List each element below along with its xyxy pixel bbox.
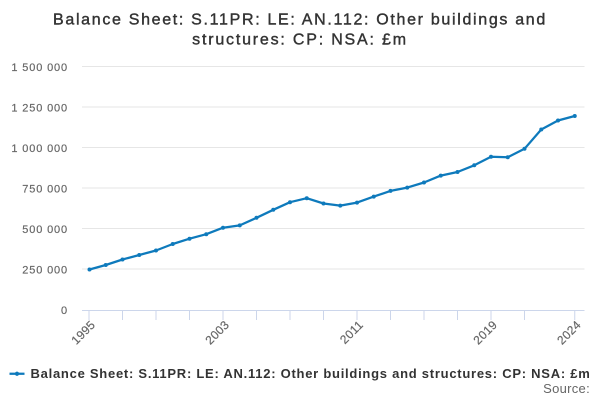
svg-text:0: 0 (61, 305, 68, 317)
svg-text:1 000 000: 1 000 000 (11, 143, 68, 155)
svg-text:Balance Sheet: S.11PR: LE: AN.: Balance Sheet: S.11PR: LE: AN.112: Other… (31, 366, 591, 381)
svg-text:Balance Sheet: S.11PR: LE: AN.: Balance Sheet: S.11PR: LE: AN.112: Other… (53, 11, 547, 28)
svg-text:1 250 000: 1 250 000 (11, 103, 68, 115)
svg-text:250 000: 250 000 (22, 265, 68, 277)
svg-text:1 500 000: 1 500 000 (11, 62, 68, 74)
svg-text:structures: CP: NSA: £m: structures: CP: NSA: £m (192, 31, 408, 48)
svg-text:500 000: 500 000 (22, 224, 68, 236)
svg-text:750 000: 750 000 (22, 184, 68, 196)
svg-text:Source:: Source: (543, 381, 590, 396)
